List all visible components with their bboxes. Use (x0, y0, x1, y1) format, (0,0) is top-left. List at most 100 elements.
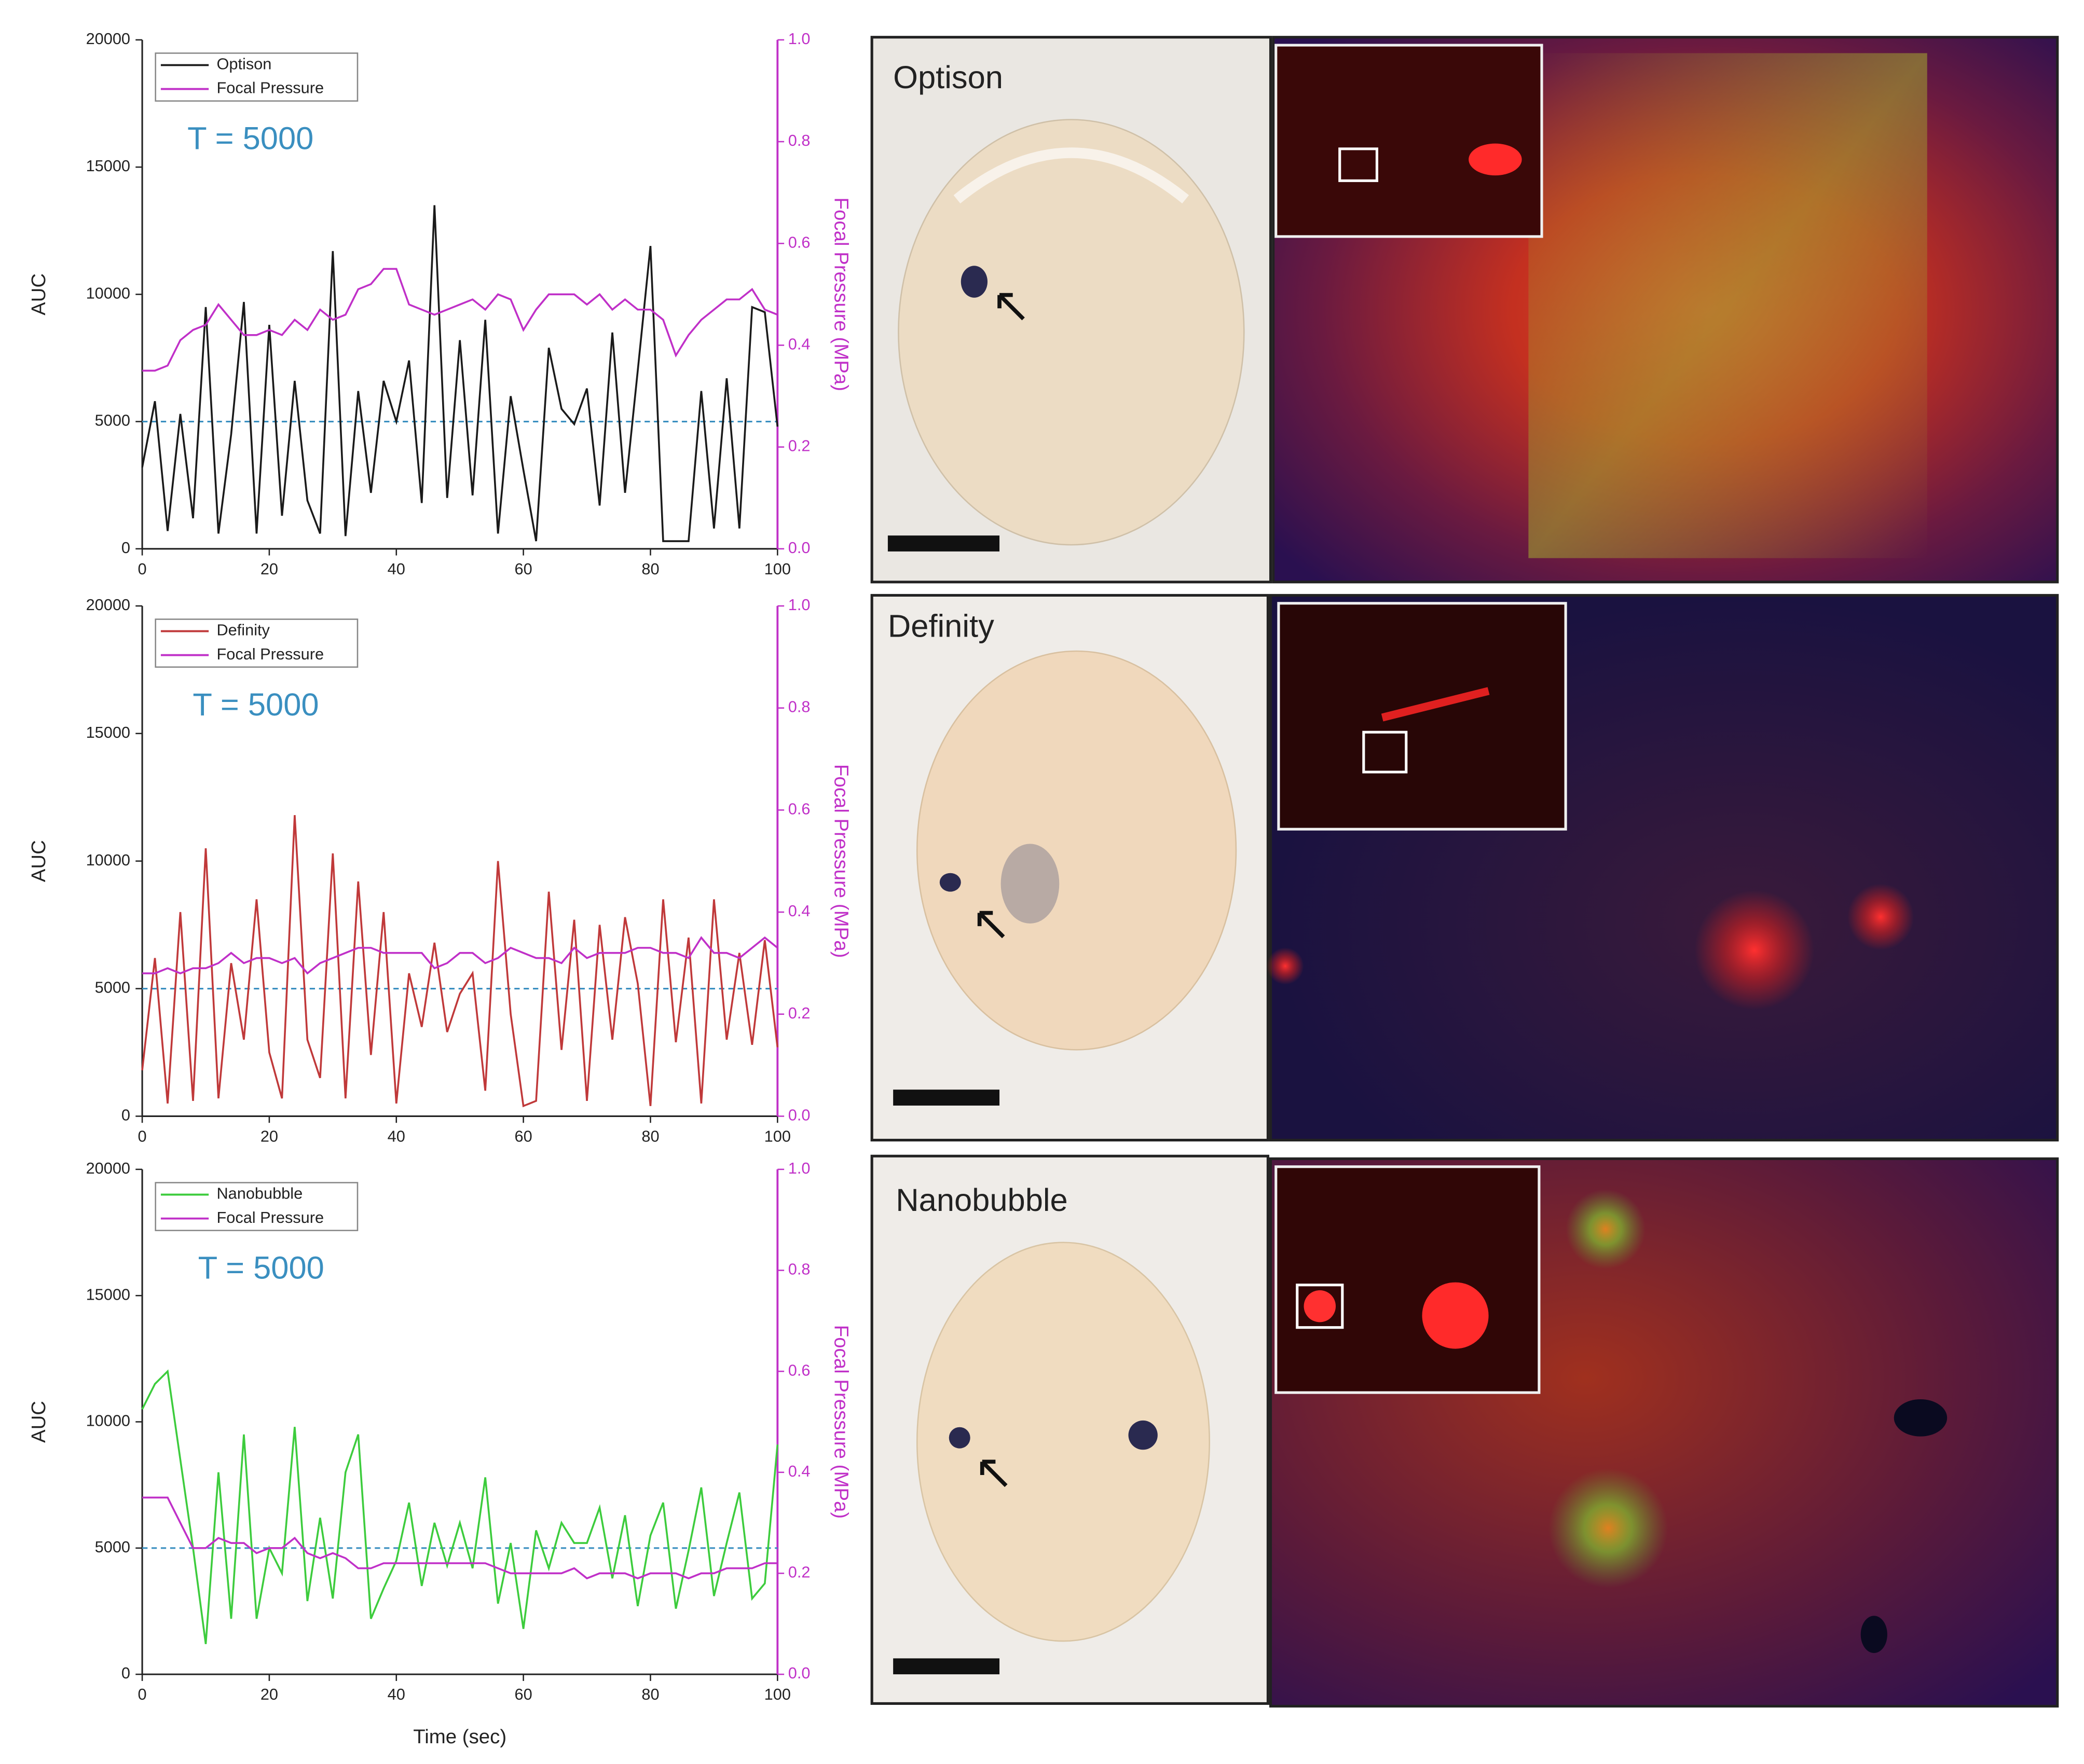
y2-tick-label: 0.8 (788, 131, 811, 149)
brain-feature (1000, 844, 1060, 924)
y2-tick-label: 0.0 (788, 539, 811, 557)
panel-label: Definity (888, 609, 994, 644)
y2-axis-label: Focal Pressure (MPa) (830, 198, 853, 392)
chart: 0 20 40 60 80 100 0 5000 10000 15000 20000 0.0 0.2 0.… (28, 596, 853, 1145)
x-tick-label: 80 (641, 1685, 659, 1703)
data-line (142, 1496, 778, 1580)
dye-spot (961, 266, 988, 298)
inset-box (1338, 147, 1378, 182)
x-tick-label: 20 (260, 1127, 278, 1146)
y-axis-label: AUC (28, 840, 50, 882)
y-tick-label: 15000 (86, 157, 130, 175)
inset-box (1362, 731, 1408, 774)
y2-tick-label: 0.0 (788, 1664, 811, 1682)
y-tick-label: 5000 (95, 979, 130, 997)
y-tick-label: 0 (121, 1106, 130, 1124)
photo-row (870, 594, 2059, 1142)
legend-label: Nanobubble (216, 1184, 303, 1203)
data-line (142, 268, 778, 372)
y-axis-label: AUC (28, 273, 50, 315)
y2-tick-label: 0.2 (788, 1563, 811, 1581)
legend-label: Focal Pressure (216, 1208, 324, 1226)
y2-tick-label: 0.6 (788, 1361, 811, 1379)
data-line (141, 815, 779, 1108)
y-tick-label: 15000 (86, 723, 130, 741)
y2-tick-label: 0.6 (788, 233, 811, 251)
scale-bar (893, 1090, 1000, 1106)
data-line (141, 1369, 779, 1644)
y-tick-label: 20000 (86, 1159, 130, 1177)
annotation: T = 5000 (193, 687, 319, 723)
y-axis-label: AUC (28, 1401, 50, 1443)
brain-feature (953, 147, 1189, 204)
photo-row (870, 36, 2059, 584)
panel-label: Nanobubble (896, 1182, 1067, 1218)
inset-spot (1469, 143, 1522, 176)
fluorescence-texture (1528, 53, 1927, 558)
brain (898, 119, 1245, 546)
legend-box (155, 618, 359, 668)
panel-label: Optison (893, 60, 1003, 95)
x-axis-label: Time (sec) (413, 1726, 506, 1748)
y2-axis-label: Focal Pressure (MPa) (830, 1325, 853, 1519)
y-tick-label: 5000 (95, 411, 130, 430)
y-tick-label: 0 (121, 539, 130, 557)
x-tick-label: 20 (260, 560, 278, 578)
chart: 0 20 40 60 80 100 0 5000 10000 15000 20000 0.0 0.2 0.… (28, 30, 853, 578)
fluorescence-spot (1694, 890, 1815, 1010)
data-line (141, 205, 779, 542)
scale-bar (887, 535, 1000, 552)
y2-tick-label: 0.0 (788, 1106, 811, 1124)
x-tick-label: 80 (641, 560, 659, 578)
y-tick-label: 15000 (86, 1285, 130, 1303)
vessel-lumen (1894, 1399, 1948, 1437)
x-tick-label: 100 (764, 1685, 791, 1703)
brain (916, 650, 1237, 1051)
x-tick-label: 40 (388, 1685, 405, 1703)
inset-vessel (1381, 687, 1490, 722)
y2-tick-label: 0.8 (788, 698, 811, 716)
legend-label: Definity (216, 621, 270, 639)
dye-spot (949, 1427, 970, 1449)
legend-box (155, 1182, 359, 1231)
data-line (142, 936, 778, 975)
vessel-lumen (1860, 1616, 1887, 1653)
inset (1277, 602, 1567, 831)
y-tick-label: 5000 (95, 1538, 130, 1556)
fluorescence-spot (1266, 947, 1304, 985)
y2-tick-label: 0.6 (788, 800, 811, 818)
x-tick-label: 0 (138, 1127, 147, 1146)
annotation: T = 5000 (187, 121, 313, 157)
y2-tick-label: 1.0 (788, 596, 811, 614)
fluorescence-spot (1548, 1468, 1668, 1588)
y-tick-label: 10000 (86, 1412, 130, 1430)
inset-spot (1422, 1282, 1489, 1349)
y-tick-label: 20000 (86, 596, 130, 614)
y2-tick-label: 1.0 (788, 1159, 811, 1177)
y2-tick-label: 0.2 (788, 1004, 811, 1022)
x-tick-label: 60 (515, 1127, 532, 1146)
photo-row (870, 1154, 2059, 1708)
y2-tick-label: 0.2 (788, 437, 811, 455)
x-tick-label: 40 (388, 1127, 405, 1146)
y2-tick-label: 0.4 (788, 902, 811, 920)
annotation: T = 5000 (198, 1250, 324, 1286)
x-tick-label: 0 (138, 560, 147, 578)
y-tick-label: 0 (121, 1664, 130, 1682)
x-tick-label: 60 (515, 560, 532, 578)
dye-spot (1128, 1420, 1158, 1450)
chart: 0 20 40 60 80 100 0 5000 10000 15000 20000 0.0 0.2 0.… (28, 1159, 853, 1748)
x-tick-label: 40 (388, 560, 405, 578)
x-tick-label: 0 (138, 1685, 147, 1703)
x-tick-label: 100 (764, 1127, 791, 1146)
legend-label: Focal Pressure (216, 79, 324, 97)
dye-spot (939, 873, 961, 892)
x-tick-label: 20 (260, 1685, 278, 1703)
legend-label: Focal Pressure (216, 645, 324, 663)
inset (1274, 44, 1543, 238)
y2-tick-label: 0.4 (788, 335, 811, 353)
inset-spot (1304, 1290, 1336, 1322)
arrow (980, 1459, 1008, 1487)
